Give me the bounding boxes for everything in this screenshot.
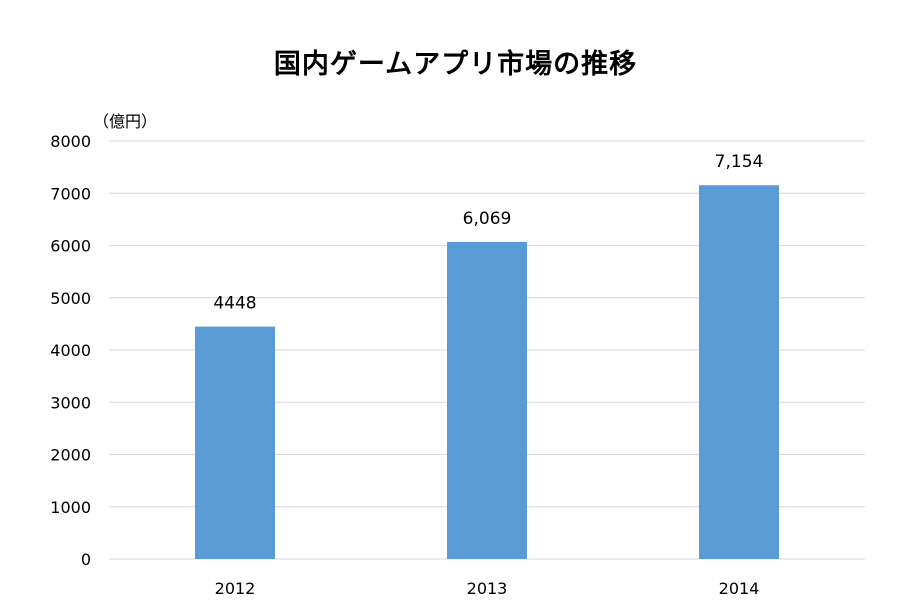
bar [699, 185, 779, 560]
y-tick-label: 0 [81, 550, 91, 569]
y-tick-label: 5000 [50, 289, 91, 308]
x-axis-ticks: 2012 2013 2014 [215, 579, 760, 598]
data-label: 7,154 [715, 152, 764, 172]
x-tick-label: 2012 [215, 579, 256, 598]
y-tick-label: 4000 [50, 341, 91, 360]
y-tick-label: 8000 [50, 132, 91, 151]
bars [195, 185, 779, 560]
x-tick-label: 2014 [719, 579, 760, 598]
y-tick-label: 3000 [50, 393, 91, 412]
data-labels: 4448 6,069 7,154 [213, 152, 763, 313]
bar [195, 326, 275, 559]
y-tick-label: 1000 [50, 498, 91, 517]
data-label: 4448 [213, 294, 256, 314]
chart-title: 国内ゲームアプリ市場の推移 [273, 49, 638, 80]
data-label: 6,069 [463, 209, 512, 229]
y-axis-ticks: 0 1000 2000 3000 4000 5000 6000 7000 8000 [50, 132, 91, 569]
x-tick-label: 2013 [467, 579, 508, 598]
y-axis-unit-label: （億円） [93, 112, 158, 131]
y-tick-label: 2000 [50, 446, 91, 465]
y-tick-label: 6000 [50, 237, 91, 256]
y-tick-label: 7000 [50, 184, 91, 203]
bar [447, 241, 527, 559]
